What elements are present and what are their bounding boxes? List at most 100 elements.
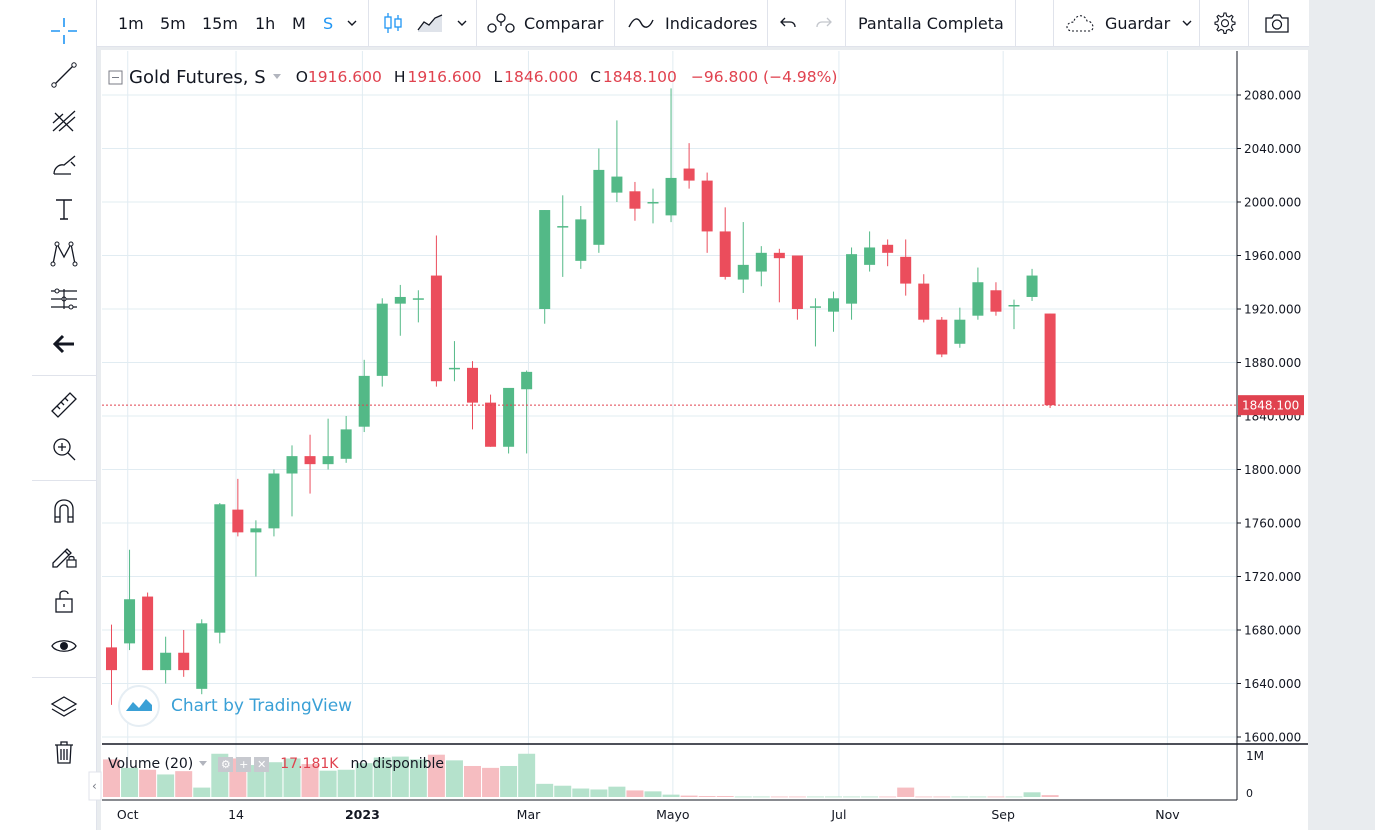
candle-body: [304, 456, 316, 465]
candle-body: [918, 283, 930, 320]
save-chevron-icon[interactable]: [1180, 0, 1194, 46]
camera-icon[interactable]: [1263, 0, 1291, 46]
zoom-in-icon[interactable]: [40, 430, 88, 468]
price-tick-label: 1960.000: [1244, 249, 1301, 263]
interval-week[interactable]: S: [323, 13, 334, 33]
eye-icon[interactable]: [40, 627, 88, 665]
symbol-name[interactable]: Gold Futures, S: [129, 66, 266, 88]
fullscreen-button[interactable]: Pantalla Completa: [858, 13, 1004, 33]
symbol-chevron-icon[interactable]: [272, 73, 282, 81]
collapse-legend-icon[interactable]: [108, 70, 123, 85]
area-chart-icon[interactable]: [416, 0, 444, 46]
candle-body: [900, 256, 912, 284]
candle-body: [972, 282, 984, 316]
volume-bar: [283, 758, 301, 797]
volume-chevron-icon[interactable]: [198, 760, 208, 768]
volume-bar: [103, 759, 120, 797]
tradingview-watermark[interactable]: Chart by TradingView: [117, 684, 352, 728]
save-button[interactable]: Guardar: [1064, 0, 1170, 46]
volume-bar: [427, 754, 445, 797]
interval-15m[interactable]: 15m: [202, 13, 238, 33]
candle-body: [232, 509, 244, 533]
candle-body: [196, 623, 208, 689]
volume-bar: [265, 762, 283, 797]
tradingview-logo-icon: [117, 684, 161, 728]
volume-format-icon[interactable]: +: [236, 756, 252, 772]
interval-1h[interactable]: 1h: [255, 13, 276, 33]
compare-button[interactable]: Comparar: [486, 0, 603, 46]
candle-body: [809, 306, 821, 308]
candle-body: [665, 177, 677, 216]
layers-icon[interactable]: [40, 688, 88, 726]
volume-value: 17.181K: [280, 756, 339, 772]
magnet-icon[interactable]: [40, 492, 88, 530]
volume-bar: [500, 765, 518, 797]
chart-panel[interactable]: [101, 50, 1308, 830]
interval-1m[interactable]: 1m: [118, 13, 144, 33]
candle-body: [376, 303, 388, 376]
candle-body: [593, 169, 605, 245]
volume-bar: [734, 796, 752, 798]
undo-icon[interactable]: [778, 0, 798, 46]
candle-body: [773, 252, 785, 259]
interval-5m[interactable]: 5m: [160, 13, 186, 33]
volume-bar: [319, 770, 337, 797]
price-tick-label: 1600.000: [1244, 731, 1301, 745]
volume-status: no disponible: [350, 756, 445, 772]
price-tick-label: 1800.000: [1244, 463, 1301, 477]
candle-body: [412, 298, 424, 300]
volume-bar: [915, 796, 933, 798]
volume-bar: [861, 796, 879, 798]
volume-bar: [121, 767, 139, 797]
watermark-text: Chart by TradingView: [171, 696, 353, 716]
scroll-left-button: [88, 771, 102, 801]
candle-body: [864, 247, 876, 265]
interval-month[interactable]: M: [292, 13, 306, 33]
price-tick-label: 1640.000: [1244, 677, 1301, 691]
candle-body: [430, 275, 442, 382]
time-tick-label: Nov: [1155, 807, 1180, 822]
volume-label[interactable]: Volume (20): [108, 756, 194, 772]
arrow-left-icon[interactable]: [40, 325, 88, 363]
candle-body: [521, 371, 533, 390]
candle-body: [755, 252, 767, 272]
settings-gear-icon[interactable]: [1211, 0, 1237, 46]
trash-icon[interactable]: [40, 733, 88, 771]
candles-icon[interactable]: [382, 0, 404, 46]
indicators-button[interactable]: Indicadores: [627, 0, 757, 46]
volume-bar: [1023, 792, 1041, 797]
unlock-icon[interactable]: [40, 582, 88, 620]
pattern-icon[interactable]: [40, 235, 88, 273]
ruler-icon[interactable]: [40, 386, 88, 424]
pitchfork-icon[interactable]: [40, 101, 88, 139]
save-label: Guardar: [1105, 13, 1171, 33]
candle-body: [1044, 313, 1056, 406]
drawing-toolbar: [0, 0, 97, 830]
volume-bar: [391, 756, 409, 797]
candle-body: [954, 319, 966, 344]
brush-icon[interactable]: [40, 146, 88, 184]
prediction-tool-icon[interactable]: [40, 280, 88, 318]
volume-bar: [536, 783, 554, 797]
close-label: C: [590, 68, 601, 86]
volume-bar: [752, 796, 770, 798]
trend-line-icon[interactable]: [40, 56, 88, 94]
high-value: 1916.600: [407, 68, 482, 86]
chart-type-chevron-icon[interactable]: [455, 0, 469, 46]
volume-bar: [788, 796, 806, 798]
volume-settings-icon[interactable]: ⚙: [218, 756, 234, 772]
volume-bar: [951, 796, 969, 798]
interval-dropdown-chevron-icon[interactable]: [345, 0, 359, 46]
text-tool-icon[interactable]: [40, 190, 88, 228]
candle-body: [467, 367, 478, 403]
redo-icon[interactable]: [814, 0, 834, 46]
lock-drawing-icon[interactable]: [40, 537, 88, 575]
volume-close-icon[interactable]: ✕: [254, 756, 270, 772]
volume-bar: [482, 767, 500, 797]
candle-body: [340, 429, 352, 459]
candle-body: [106, 647, 117, 671]
crosshair-icon[interactable]: [40, 12, 88, 50]
volume-bar: [770, 796, 788, 798]
candle-body: [701, 180, 713, 232]
